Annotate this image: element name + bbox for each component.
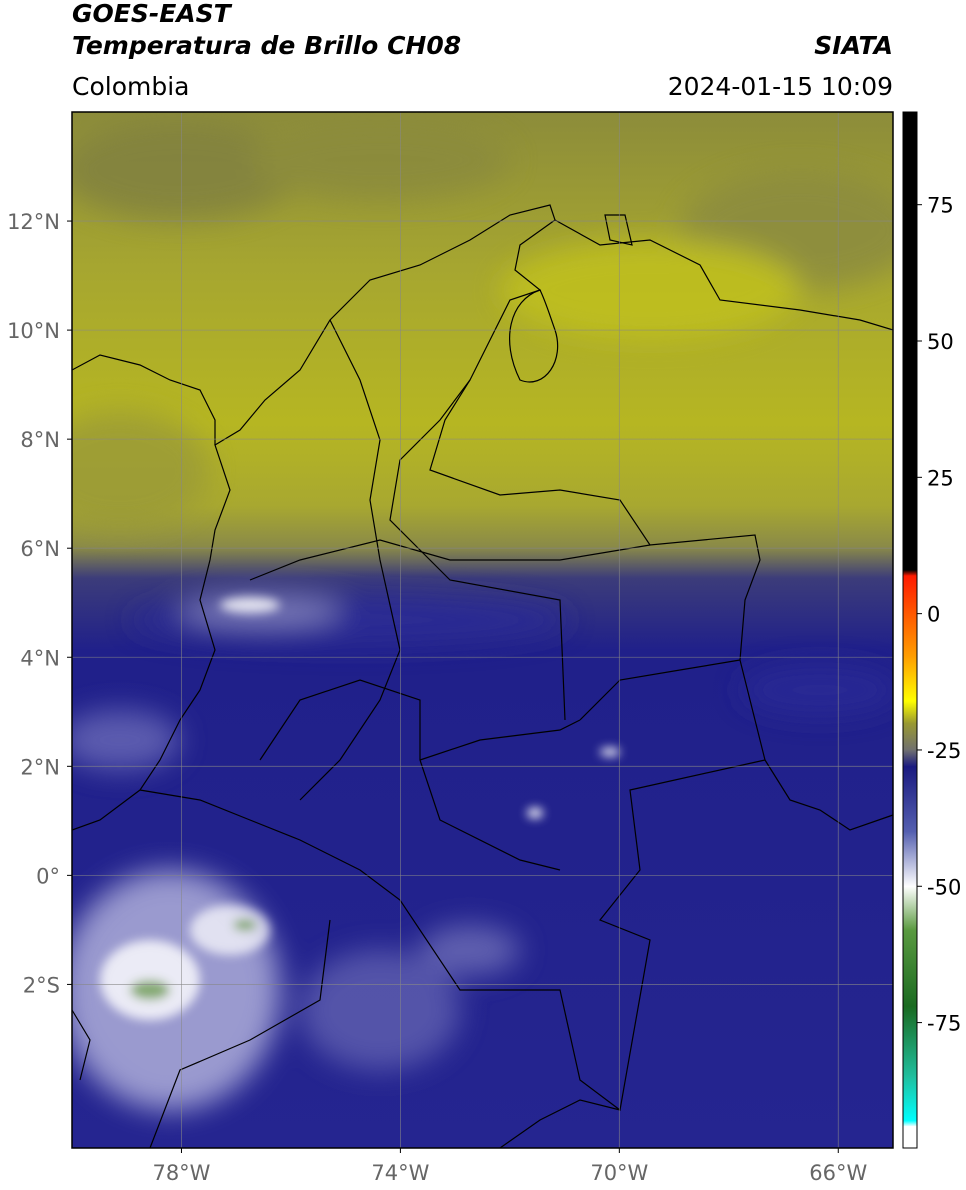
colorbar-segment [903, 657, 917, 702]
colorbar-segment [903, 831, 917, 887]
colorbar-segment [903, 766, 917, 833]
colorbar-segment [903, 1077, 917, 1122]
colorbar-segment [903, 575, 917, 658]
colorbar-frame [902, 111, 918, 1149]
lat-tick-label: 6°N [20, 537, 60, 561]
colorbar-segment [903, 1006, 917, 1078]
lat-tick-label: 0° [36, 864, 60, 888]
agency: SIATA [814, 31, 893, 60]
borders [72, 204, 893, 1148]
lon-tick-label: 70°W [590, 1161, 648, 1185]
colorbar-segment [903, 929, 917, 1007]
colorbar-tick-label: -50 [927, 875, 961, 899]
colorbar-tick-label: -25 [927, 739, 961, 763]
colorbar-segment [903, 722, 917, 751]
colorbar-segment [903, 570, 917, 576]
lon-tick-label: 78°W [152, 1161, 210, 1185]
colorbar-segment [903, 1126, 917, 1149]
region: Colombia [72, 72, 189, 101]
datetime: 2024-01-15 10:09 [668, 72, 893, 101]
colorbar-segment [903, 700, 917, 724]
lat-tick-label: 2°N [20, 755, 60, 779]
lat-tick-label: 10°N [7, 319, 60, 343]
title: GOES-EAST [72, 0, 233, 28]
colorbar-tick-label: 25 [927, 466, 954, 490]
colorbar-segment [903, 886, 917, 931]
colorbar-segment [903, 749, 917, 767]
colorbar-tick-label: -75 [927, 1012, 961, 1036]
lon-tick-label: 74°W [371, 1161, 429, 1185]
satellite-image [72, 112, 893, 1148]
lat-tick-label: 4°N [20, 646, 60, 670]
lat-tick-label: 8°N [20, 428, 60, 452]
lat-tick-label: 12°N [7, 210, 60, 234]
lon-tick-label: 66°W [809, 1161, 867, 1185]
colorbar-segment [903, 112, 917, 571]
colorbar-tick-label: 75 [927, 194, 954, 218]
colorbar-tick-label: 0 [927, 603, 940, 627]
colorbar-segment [903, 1120, 917, 1127]
colorbar-tick-label: 50 [927, 330, 954, 354]
map-frame [71, 111, 894, 1149]
lat-tick-label: 2°S [23, 973, 60, 997]
subtitle: Temperatura de Brillo CH08 [72, 31, 461, 60]
